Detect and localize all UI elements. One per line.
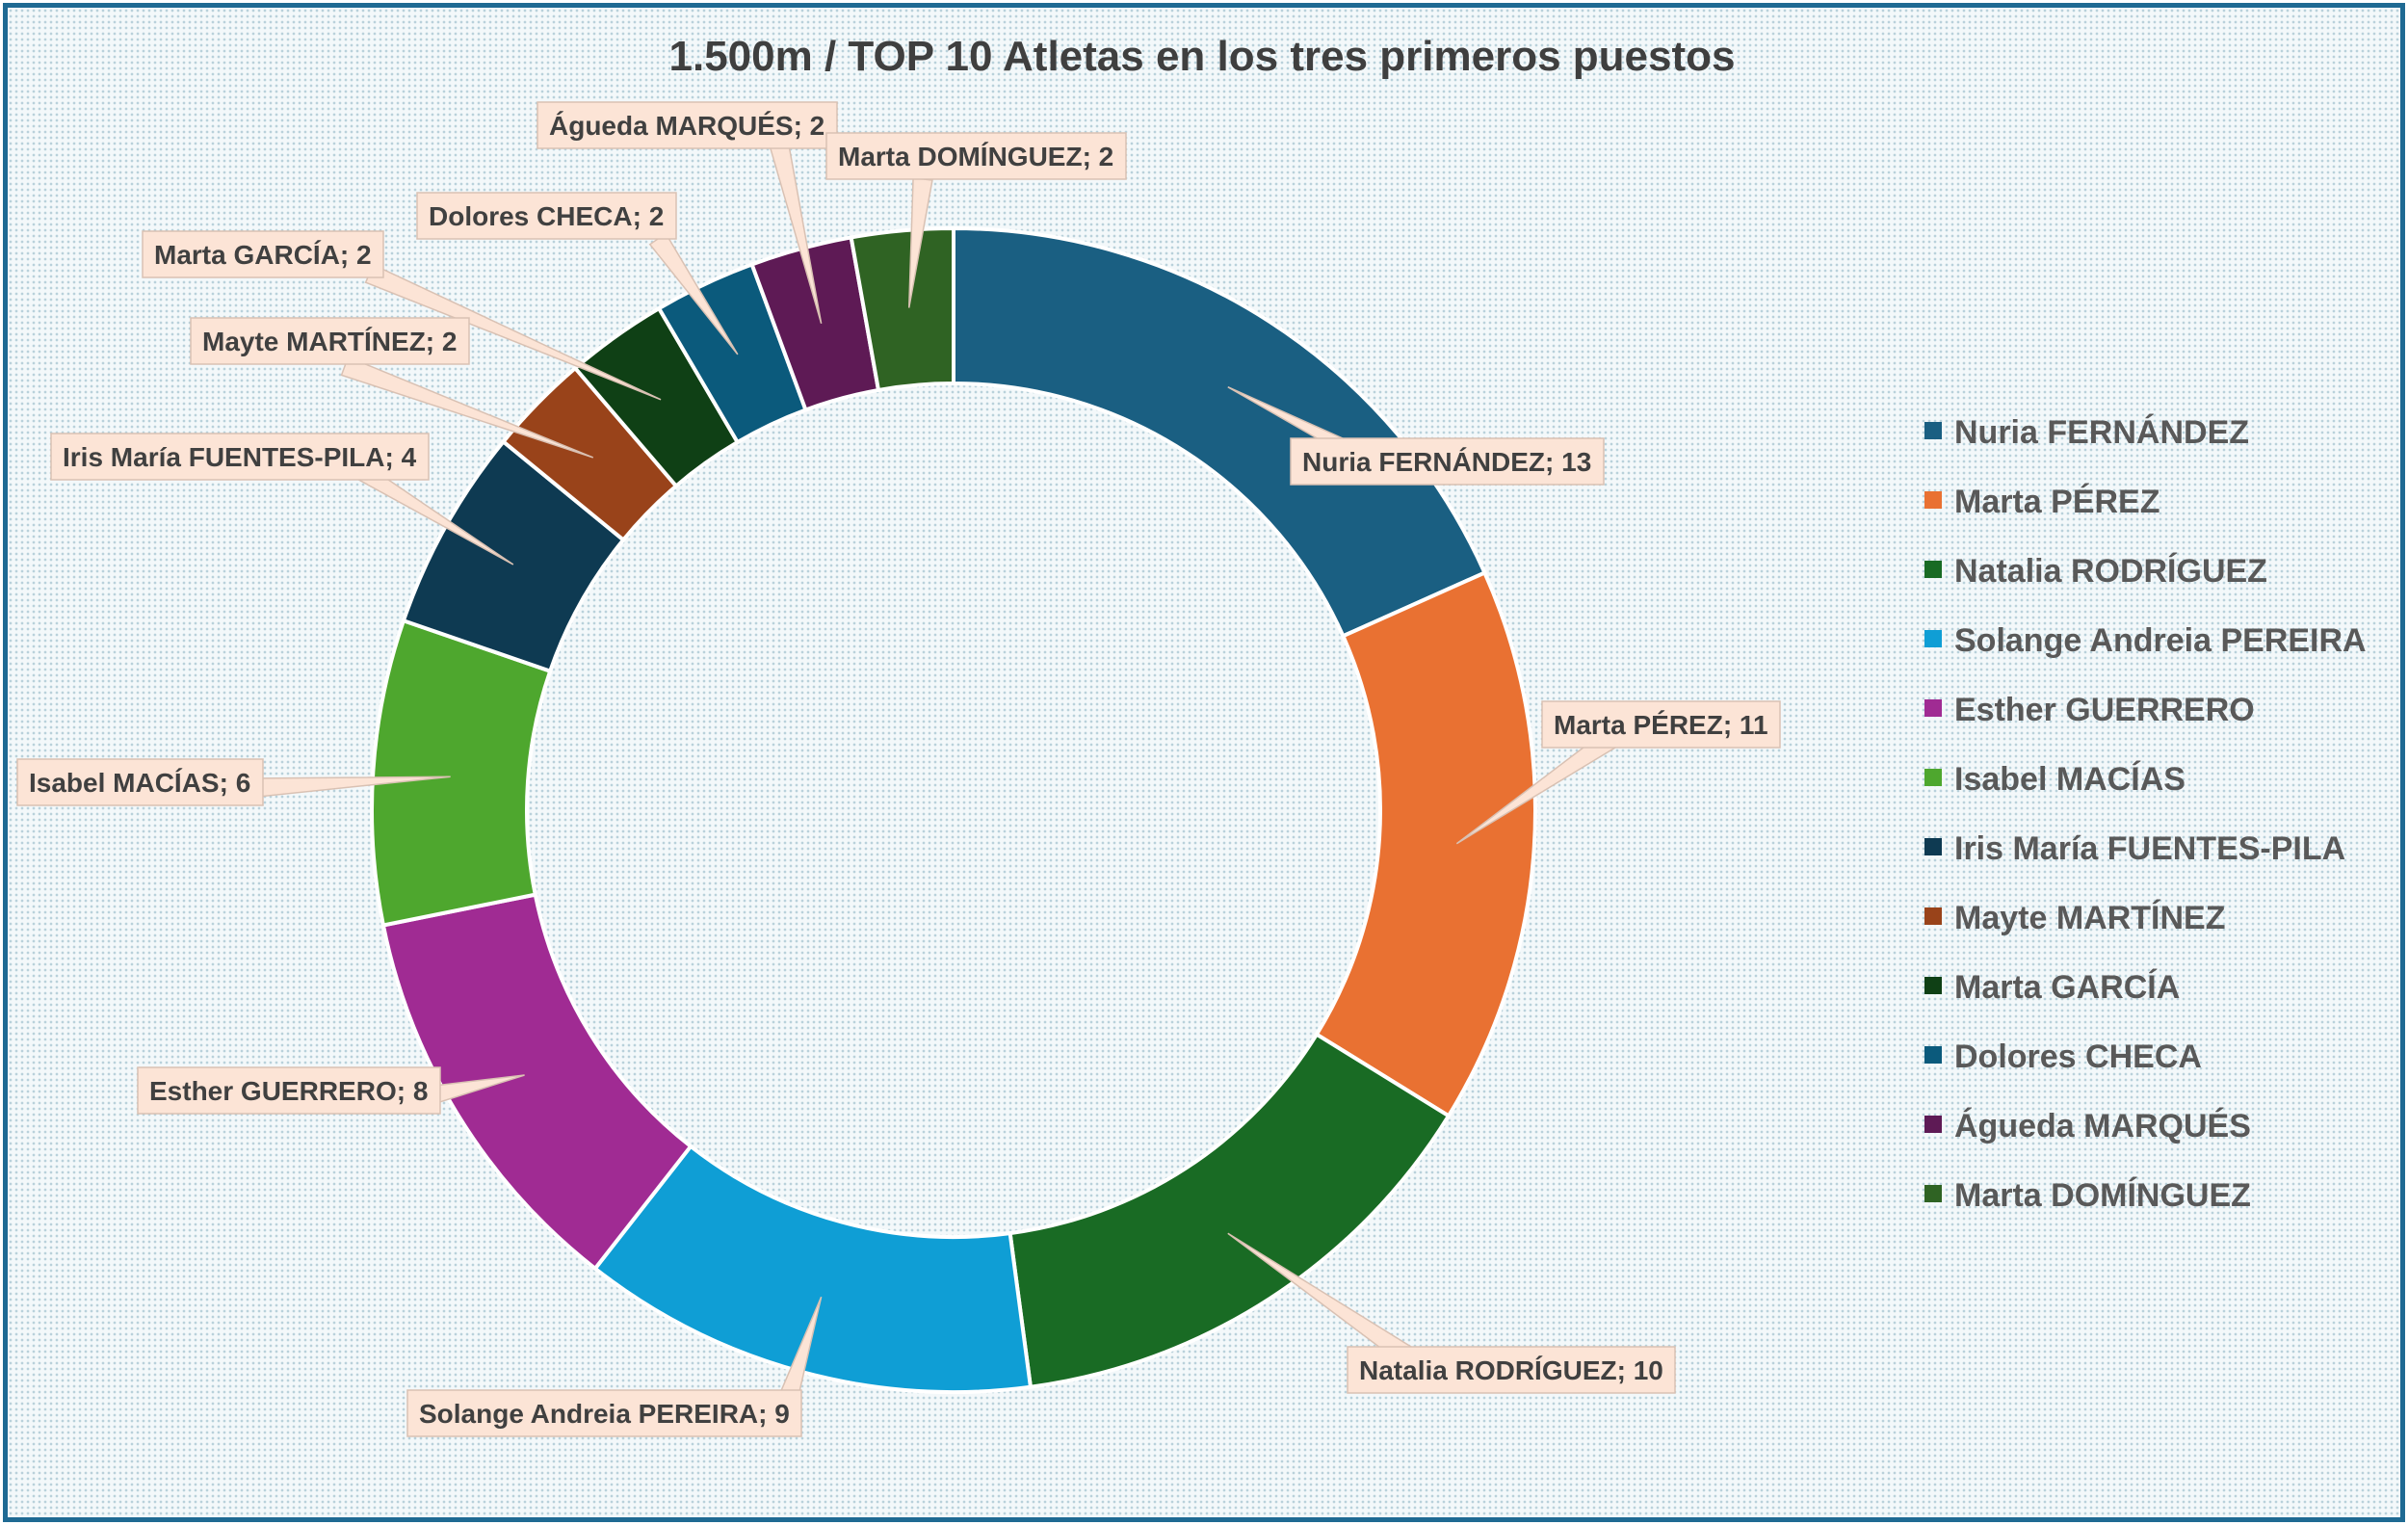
data-label-agueda-marques: Águeda MARQUÉS; 2 xyxy=(537,101,838,149)
legend-label: Nuria FERNÁNDEZ xyxy=(1954,414,2249,451)
data-label-marta-garcia: Marta GARCÍA; 2 xyxy=(142,230,384,278)
data-label-text: Nuria FERNÁNDEZ; 13 xyxy=(1302,447,1591,477)
legend-item-mayte-martinez[interactable]: Mayte MARTÍNEZ xyxy=(1924,900,2225,936)
legend-label: Marta DOMÍNGUEZ xyxy=(1954,1177,2251,1214)
legend-swatch xyxy=(1924,1116,1942,1133)
legend-item-marta-perez[interactable]: Marta PÉREZ xyxy=(1924,484,2160,520)
data-label-text: Esther GUERRERO; 8 xyxy=(149,1076,428,1106)
data-label-text: Dolores CHECA; 2 xyxy=(429,201,664,231)
data-label-mayte-martinez: Mayte MARTÍNEZ; 2 xyxy=(190,317,470,365)
legend-item-iris-maria-fuentes-pila[interactable]: Iris María FUENTES-PILA xyxy=(1924,830,2345,867)
data-label-text: Marta GARCÍA; 2 xyxy=(154,240,372,270)
legend-label: Marta PÉREZ xyxy=(1954,484,2160,520)
legend-swatch xyxy=(1924,561,1942,578)
legend-label: Isabel MACÍAS xyxy=(1954,761,2186,798)
data-label-text: Natalia RODRÍGUEZ; 10 xyxy=(1359,1355,1663,1385)
legend: Nuria FERNÁNDEZ Marta PÉREZ Natalia RODRÍG… xyxy=(1924,414,2367,1214)
data-label-text: Marta DOMÍNGUEZ; 2 xyxy=(838,142,1113,171)
data-label-dolores-checa: Dolores CHECA; 2 xyxy=(416,192,677,240)
legend-swatch xyxy=(1924,699,1942,717)
legend-item-marta-garcia[interactable]: Marta GARCÍA xyxy=(1924,969,2180,1006)
data-label-marta-dominguez: Marta DOMÍNGUEZ; 2 xyxy=(825,132,1127,180)
slice-isabel-macias[interactable] xyxy=(370,618,553,928)
legend-swatch xyxy=(1924,630,1942,647)
data-label-iris-maria-fuentes-pila: Iris María FUENTES-PILA; 4 xyxy=(50,433,430,481)
legend-label: Solange Andreia PEREIRA xyxy=(1954,622,2367,659)
data-label-box xyxy=(137,1066,441,1115)
legend-swatch xyxy=(1924,769,1942,786)
chart-title: 1.500m / TOP 10 Atletas en los tres prim… xyxy=(669,33,1736,80)
data-label-box xyxy=(190,317,470,365)
data-label-box xyxy=(1347,1346,1676,1394)
data-label-marta-perez: Marta PÉREZ; 11 xyxy=(1541,700,1781,749)
legend-label: Águeda MARQUÉS xyxy=(1954,1108,2251,1144)
legend-swatch xyxy=(1924,422,1942,439)
chart-area: 1.500m / TOP 10 Atletas en los tres prim… xyxy=(3,3,2405,1522)
legend-swatch xyxy=(1924,977,1942,994)
leader-mayte-martinez xyxy=(340,355,594,459)
data-label-box xyxy=(16,758,264,806)
legend-label: Natalia RODRÍGUEZ xyxy=(1954,553,2267,590)
data-label-text: Marta PÉREZ; 11 xyxy=(1554,710,1768,740)
data-label-esther-guerrero: Esther GUERRERO; 8 xyxy=(137,1066,441,1115)
legend-label: Esther GUERRERO xyxy=(1954,692,2255,728)
legend-item-isabel-macias[interactable]: Isabel MACÍAS xyxy=(1924,761,2186,798)
doughnut-chart: 1.500m / TOP 10 Atletas en los tres prim… xyxy=(16,33,2367,1437)
data-label-isabel-macias: Isabel MACÍAS; 6 xyxy=(16,758,264,806)
legend-swatch xyxy=(1924,491,1942,509)
data-label-solange-andreia-pereira: Solange Andreia PEREIRA; 9 xyxy=(406,1389,802,1437)
legend-swatch xyxy=(1924,1185,1942,1202)
data-label-text: Isabel MACÍAS; 6 xyxy=(29,768,250,798)
data-label-text: Mayte MARTÍNEZ; 2 xyxy=(202,327,457,356)
slice-marta-perez[interactable] xyxy=(1314,569,1537,1119)
legend-swatch xyxy=(1924,1046,1942,1064)
legend-item-marta-dominguez[interactable]: Marta DOMÍNGUEZ xyxy=(1924,1177,2251,1214)
legend-swatch xyxy=(1924,907,1942,925)
slice-marta-dominguez[interactable] xyxy=(849,225,955,393)
legend-item-esther-guerrero[interactable]: Esther GUERRERO xyxy=(1924,692,2255,728)
legend-swatch xyxy=(1924,838,1942,855)
slices-group xyxy=(370,225,1537,1395)
legend-label: Marta GARCÍA xyxy=(1954,969,2180,1006)
data-label-box xyxy=(1290,437,1605,486)
legend-item-natalia-rodriguez[interactable]: Natalia RODRÍGUEZ xyxy=(1924,553,2267,590)
data-labels-group: Nuria FERNÁNDEZ; 13 Marta PÉREZ; 11 Natali… xyxy=(16,101,1781,1437)
data-label-box xyxy=(50,433,430,481)
legend-item-solange-andreia-pereira[interactable]: Solange Andreia PEREIRA xyxy=(1924,622,2367,659)
legend-item-dolores-checa[interactable]: Dolores CHECA xyxy=(1924,1039,2202,1075)
legend-item-nuria-fernandez[interactable]: Nuria FERNÁNDEZ xyxy=(1924,414,2249,451)
data-label-box xyxy=(537,101,838,149)
data-label-box xyxy=(416,192,677,240)
data-label-box xyxy=(142,230,384,278)
legend-label: Dolores CHECA xyxy=(1954,1039,2202,1075)
legend-item-agueda-marques[interactable]: Águeda MARQUÉS xyxy=(1924,1108,2251,1144)
data-label-box xyxy=(406,1389,802,1437)
data-label-text: Solange Andreia PEREIRA; 9 xyxy=(419,1399,790,1429)
legend-label: Mayte MARTÍNEZ xyxy=(1954,900,2225,936)
data-label-natalia-rodriguez: Natalia RODRÍGUEZ; 10 xyxy=(1347,1346,1676,1394)
data-label-text: Águeda MARQUÉS; 2 xyxy=(549,111,824,141)
slice-nuria-fernandez[interactable] xyxy=(952,225,1488,639)
legend-label: Iris María FUENTES-PILA xyxy=(1954,830,2345,867)
data-label-text: Iris María FUENTES-PILA; 4 xyxy=(63,442,417,472)
data-label-nuria-fernandez: Nuria FERNÁNDEZ; 13 xyxy=(1290,437,1605,486)
data-label-box xyxy=(1541,700,1781,749)
data-label-box xyxy=(825,132,1127,180)
